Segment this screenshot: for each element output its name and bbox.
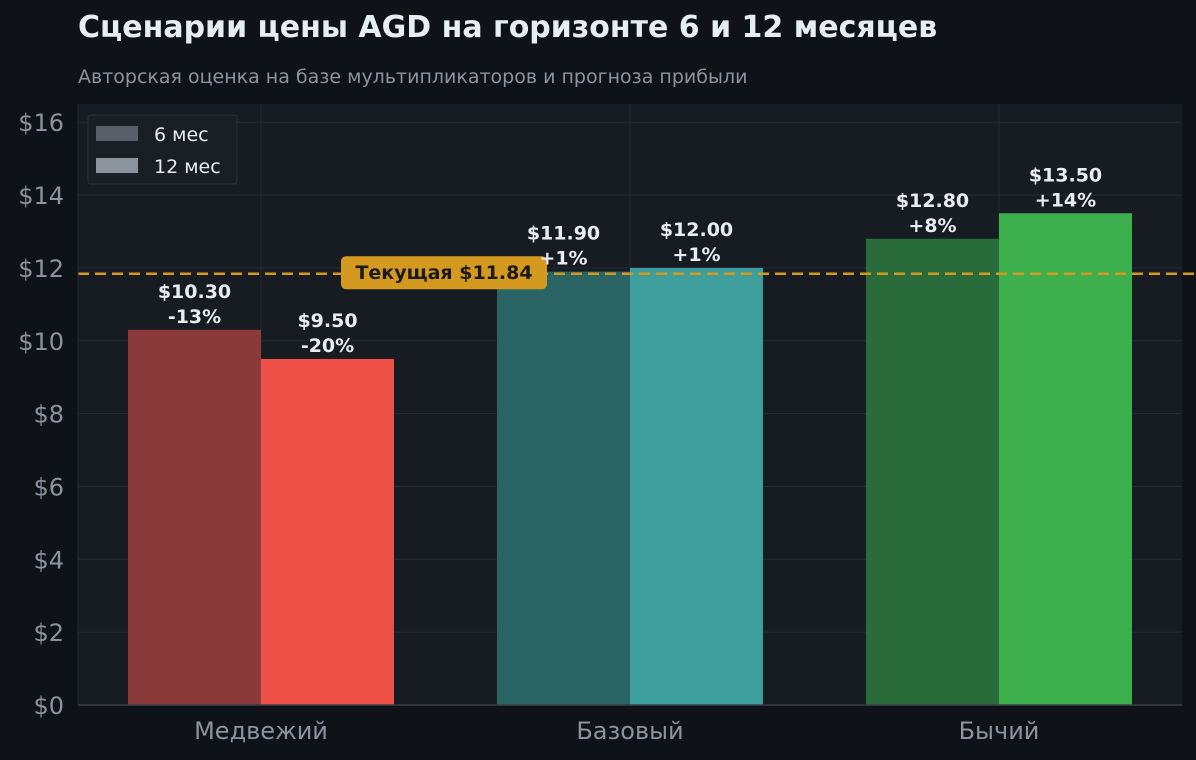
legend-swatch — [96, 158, 138, 173]
bar-change-label: +8% — [908, 215, 956, 237]
y-tick-label: $2 — [33, 619, 64, 647]
bar-value-label: $12.00 — [660, 219, 733, 241]
bar-change-label: +1% — [539, 248, 587, 270]
bar-value-label: $11.90 — [527, 223, 600, 245]
legend-label: 6 мес — [154, 124, 209, 146]
bar — [497, 271, 630, 705]
y-tick-label: $0 — [33, 692, 64, 720]
y-tick-label: $8 — [33, 401, 64, 429]
bar-change-label: +14% — [1035, 189, 1096, 211]
bar-value-label: $13.50 — [1029, 164, 1102, 186]
bar — [128, 329, 261, 705]
bar-change-label: -20% — [301, 335, 354, 357]
current-price-badge — [341, 256, 547, 290]
y-tick-label: $6 — [33, 473, 64, 501]
bar-value-label: $12.80 — [896, 190, 969, 212]
bar-change-label: -13% — [168, 306, 221, 328]
y-tick-label: $12 — [18, 255, 64, 283]
bar — [866, 238, 999, 705]
bar — [630, 267, 763, 705]
legend-swatch — [96, 126, 138, 141]
x-category-label: Медвежий — [194, 717, 328, 745]
y-tick-label: $14 — [18, 182, 64, 210]
current-price-label: Текущая $11.84 — [355, 262, 532, 284]
bar-change-label: +1% — [672, 244, 720, 266]
bar — [261, 358, 394, 705]
bar-value-label: $9.50 — [297, 310, 357, 332]
bar-value-label: $10.30 — [158, 281, 231, 303]
y-tick-label: $16 — [18, 109, 64, 137]
chart-title: Сценарии цены AGD на горизонте 6 и 12 ме… — [78, 10, 938, 45]
x-category-label: Бычий — [959, 717, 1040, 745]
y-tick-label: $10 — [18, 328, 64, 356]
y-tick-label: $4 — [33, 546, 64, 574]
x-category-label: Базовый — [576, 717, 683, 745]
bar — [999, 213, 1132, 706]
legend-label: 12 мес — [154, 156, 221, 178]
chart-subtitle: Авторская оценка на базе мультипликаторо… — [78, 66, 748, 88]
